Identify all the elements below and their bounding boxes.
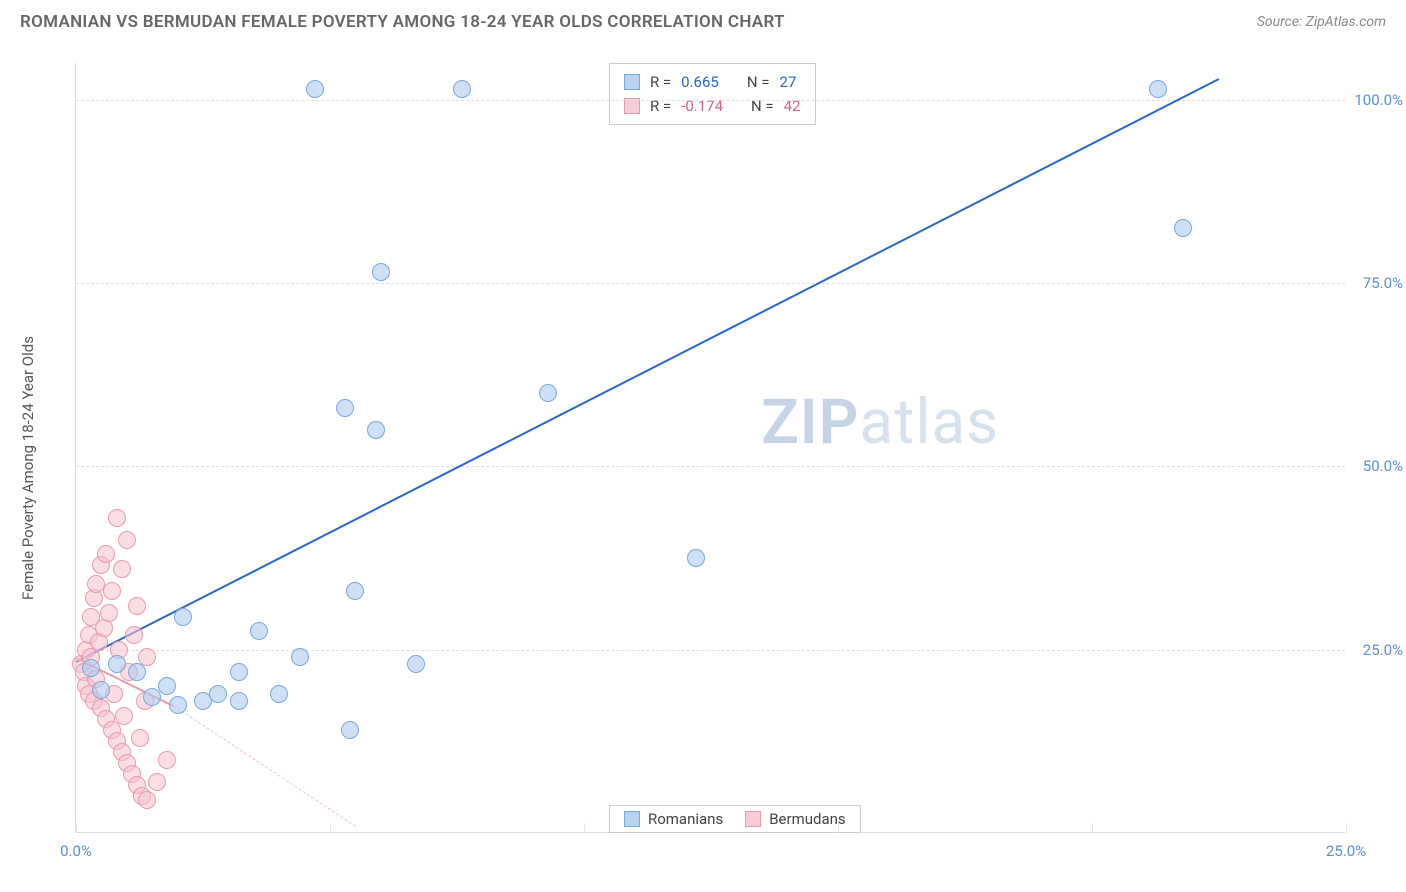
data-point-romanian <box>82 659 100 677</box>
data-point-bermudan <box>115 707 133 725</box>
legend: Romanians Bermudans <box>609 805 861 833</box>
data-point-romanian <box>169 696 187 714</box>
data-point-bermudan <box>113 560 131 578</box>
data-point-bermudan <box>138 791 156 809</box>
data-point-romanian <box>1149 80 1167 98</box>
x-tick <box>838 823 839 833</box>
legend-item-bermudans: Bermudans <box>745 810 845 828</box>
data-point-bermudan <box>131 729 149 747</box>
plot-area: ZIPatlas R = 0.665 N = 27 R = -0.174 N =… <box>75 63 1345 833</box>
swatch-blue-icon <box>624 811 640 827</box>
y-tick-label: 50.0% <box>1363 457 1403 475</box>
data-point-romanian <box>174 608 192 626</box>
data-point-romanian <box>407 655 425 673</box>
legend-item-romanians: Romanians <box>624 810 723 828</box>
data-point-bermudan <box>158 751 176 769</box>
grid-line <box>76 466 1345 467</box>
x-tick <box>330 823 331 833</box>
data-point-bermudan <box>118 531 136 549</box>
y-axis-label: Female Poverty Among 18-24 Year Olds <box>19 336 37 600</box>
y-tick-label: 100.0% <box>1354 91 1403 109</box>
x-tick <box>584 823 585 833</box>
data-point-romanian <box>539 384 557 402</box>
data-point-bermudan <box>125 626 143 644</box>
trend-line <box>172 705 355 827</box>
data-point-romanian <box>341 721 359 739</box>
stats-row-bermudans: R = -0.174 N = 42 <box>624 94 801 118</box>
chart-title: ROMANIAN VS BERMUDAN FEMALE POVERTY AMON… <box>20 12 785 32</box>
data-point-bermudan <box>108 509 126 527</box>
source-attribution: Source: ZipAtlas.com <box>1257 14 1386 30</box>
grid-line <box>76 100 1345 101</box>
x-tick <box>1092 823 1093 833</box>
y-tick-label: 25.0% <box>1363 641 1403 659</box>
swatch-pink-icon <box>745 811 761 827</box>
stats-row-romanians: R = 0.665 N = 27 <box>624 70 801 94</box>
grid-line <box>76 283 1345 284</box>
data-point-romanian <box>453 80 471 98</box>
data-point-bermudan <box>128 597 146 615</box>
data-point-bermudan <box>97 545 115 563</box>
x-tick <box>76 823 77 833</box>
data-point-romanian <box>230 692 248 710</box>
data-point-romanian <box>108 655 126 673</box>
x-tick <box>1346 823 1347 833</box>
data-point-bermudan <box>100 604 118 622</box>
data-point-romanian <box>92 681 110 699</box>
data-point-romanian <box>250 622 268 640</box>
data-point-romanian <box>230 663 248 681</box>
data-point-romanian <box>270 685 288 703</box>
data-point-romanian <box>128 663 146 681</box>
data-point-romanian <box>346 582 364 600</box>
grid-line <box>76 650 1345 651</box>
data-point-romanian <box>367 421 385 439</box>
chart-container: Female Poverty Among 18-24 Year Olds ZIP… <box>20 45 1386 872</box>
data-point-romanian <box>1174 219 1192 237</box>
data-point-romanian <box>143 688 161 706</box>
trend-line <box>76 78 1220 663</box>
data-point-romanian <box>291 648 309 666</box>
data-point-romanian <box>336 399 354 417</box>
data-point-romanian <box>209 685 227 703</box>
x-tick-label: 0.0% <box>60 842 92 860</box>
x-tick-label: 25.0% <box>1326 842 1366 860</box>
data-point-romanian <box>687 549 705 567</box>
data-point-bermudan <box>148 773 166 791</box>
data-point-romanian <box>372 263 390 281</box>
data-point-romanian <box>158 677 176 695</box>
swatch-blue-icon <box>624 74 640 90</box>
data-point-romanian <box>306 80 324 98</box>
data-point-bermudan <box>103 582 121 600</box>
y-tick-label: 75.0% <box>1363 274 1403 292</box>
watermark: ZIPatlas <box>761 386 999 459</box>
correlation-stats-box: R = 0.665 N = 27 R = -0.174 N = 42 <box>609 63 816 125</box>
